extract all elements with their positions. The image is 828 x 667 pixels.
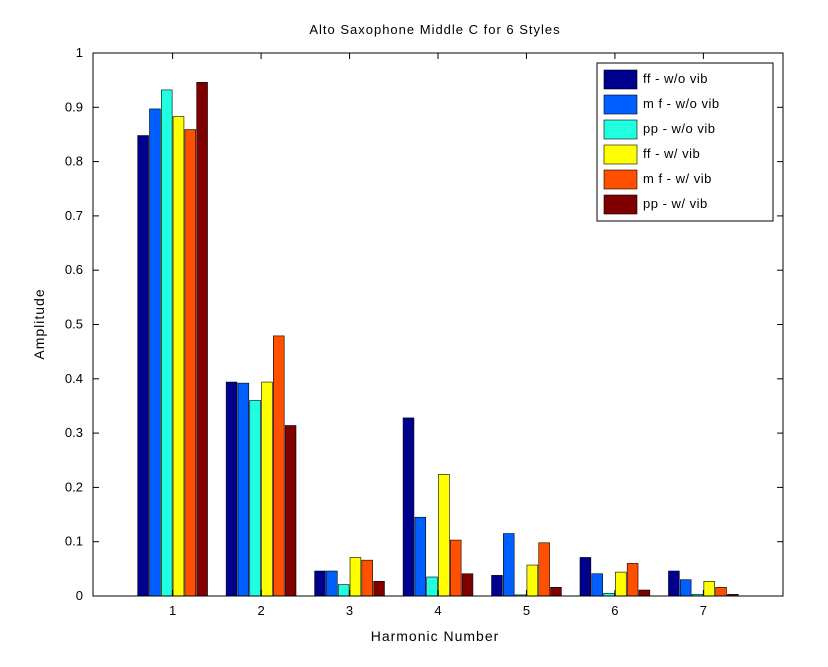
y-tick-label: 0.7 <box>65 208 83 223</box>
bar-h5-s5 <box>538 542 550 597</box>
bar-h6-s6 <box>638 589 651 597</box>
legend-label: ff - w/o vib <box>643 71 708 86</box>
bar-h3-s3 <box>337 584 350 597</box>
bar-h3-s6 <box>373 581 385 597</box>
bar-h1-s4 <box>172 116 185 597</box>
bar-h5-s2 <box>503 533 515 597</box>
y-tick-label: 0 <box>76 588 83 603</box>
x-axis-title: Harmonic Number <box>371 628 500 644</box>
x-tick-label: 4 <box>434 603 441 618</box>
legend-swatch <box>603 69 638 90</box>
y-tick-label: 0.8 <box>65 154 83 169</box>
x-tick-label: 1 <box>169 603 176 618</box>
bar-h1-s2 <box>149 108 161 597</box>
legend-swatch <box>603 94 638 115</box>
legend-swatch <box>603 169 638 190</box>
bar-h6-s5 <box>626 563 639 597</box>
y-tick-label: 0.2 <box>65 479 83 494</box>
y-tick-label: 0.3 <box>65 425 83 440</box>
axes-group: 0 0.1 0.2 0.3 0.4 0.5 0.6 0.7 0.8 0.9 1 1 2 3 4 5 6 7 <box>65 45 784 618</box>
bar-h6-s4 <box>615 571 627 597</box>
bar-h2-s3 <box>249 400 261 597</box>
y-tick-label: 0.9 <box>65 99 83 114</box>
bar-h2-s2 <box>237 382 250 597</box>
bar-h5-s4 <box>526 564 539 597</box>
bar-h2-s1 <box>225 381 238 597</box>
legend: ff - w/o vib m f - w/o vib pp - w/o vib ff … <box>596 62 774 222</box>
legend-label: m f - w/o vib <box>643 96 720 111</box>
bar-h7-s4 <box>703 581 716 597</box>
bar-h5-s6 <box>550 587 562 597</box>
y-tick-label: 1 <box>76 45 83 60</box>
bar-h6-s1 <box>579 557 592 597</box>
bar-h2-s5 <box>273 335 285 597</box>
y-tick-label: 0.6 <box>65 262 83 277</box>
bar-h3-s1 <box>314 570 326 597</box>
bar-h7-s2 <box>679 579 692 597</box>
bar-h4-s4 <box>438 474 450 597</box>
legend-label: ff - w/ vib <box>643 146 700 161</box>
x-tick-label: 6 <box>611 603 618 618</box>
bar-h1-s6 <box>196 82 208 597</box>
legend-label: pp - w/o vib <box>643 121 715 136</box>
bar-h1-s1 <box>137 135 149 597</box>
bar-h4-s6 <box>461 573 474 597</box>
bar-h2-s6 <box>284 425 297 597</box>
y-tick-label: 0.1 <box>65 534 83 549</box>
legend-swatch <box>603 119 638 140</box>
x-tick-label: 5 <box>523 603 530 618</box>
legend-label: m f - w/ vib <box>643 171 712 186</box>
bar-h1-s5 <box>184 129 197 597</box>
bar-h3-s4 <box>349 557 362 597</box>
bar-h4-s1 <box>402 417 415 597</box>
bar-h3-s5 <box>361 559 373 597</box>
bar-h7-s1 <box>668 570 680 597</box>
legend-swatch <box>603 144 638 165</box>
bar-h2-s4 <box>261 381 273 597</box>
bar-h5-s1 <box>491 575 503 597</box>
bar-h3-s2 <box>326 570 338 597</box>
bar-h1-s3 <box>160 89 173 597</box>
bar-h4-s3 <box>426 576 438 597</box>
legend-box <box>596 62 774 222</box>
y-tick-label: 0.5 <box>65 317 83 332</box>
chart-title: Alto Saxophone Middle C for 6 Styles <box>309 22 560 37</box>
x-tick-label: 2 <box>257 603 264 618</box>
legend-label: pp - w/ vib <box>643 196 708 211</box>
bar-h6-s2 <box>591 573 603 597</box>
bar-h4-s5 <box>449 539 462 597</box>
y-axis-title: Amplitude <box>31 288 47 359</box>
bar-h4-s2 <box>414 516 427 597</box>
bar-h7-s5 <box>715 587 727 597</box>
legend-swatch <box>603 194 638 215</box>
x-tick-label: 7 <box>700 603 707 618</box>
y-tick-label: 0.4 <box>65 371 83 386</box>
x-tick-label: 3 <box>346 603 353 618</box>
